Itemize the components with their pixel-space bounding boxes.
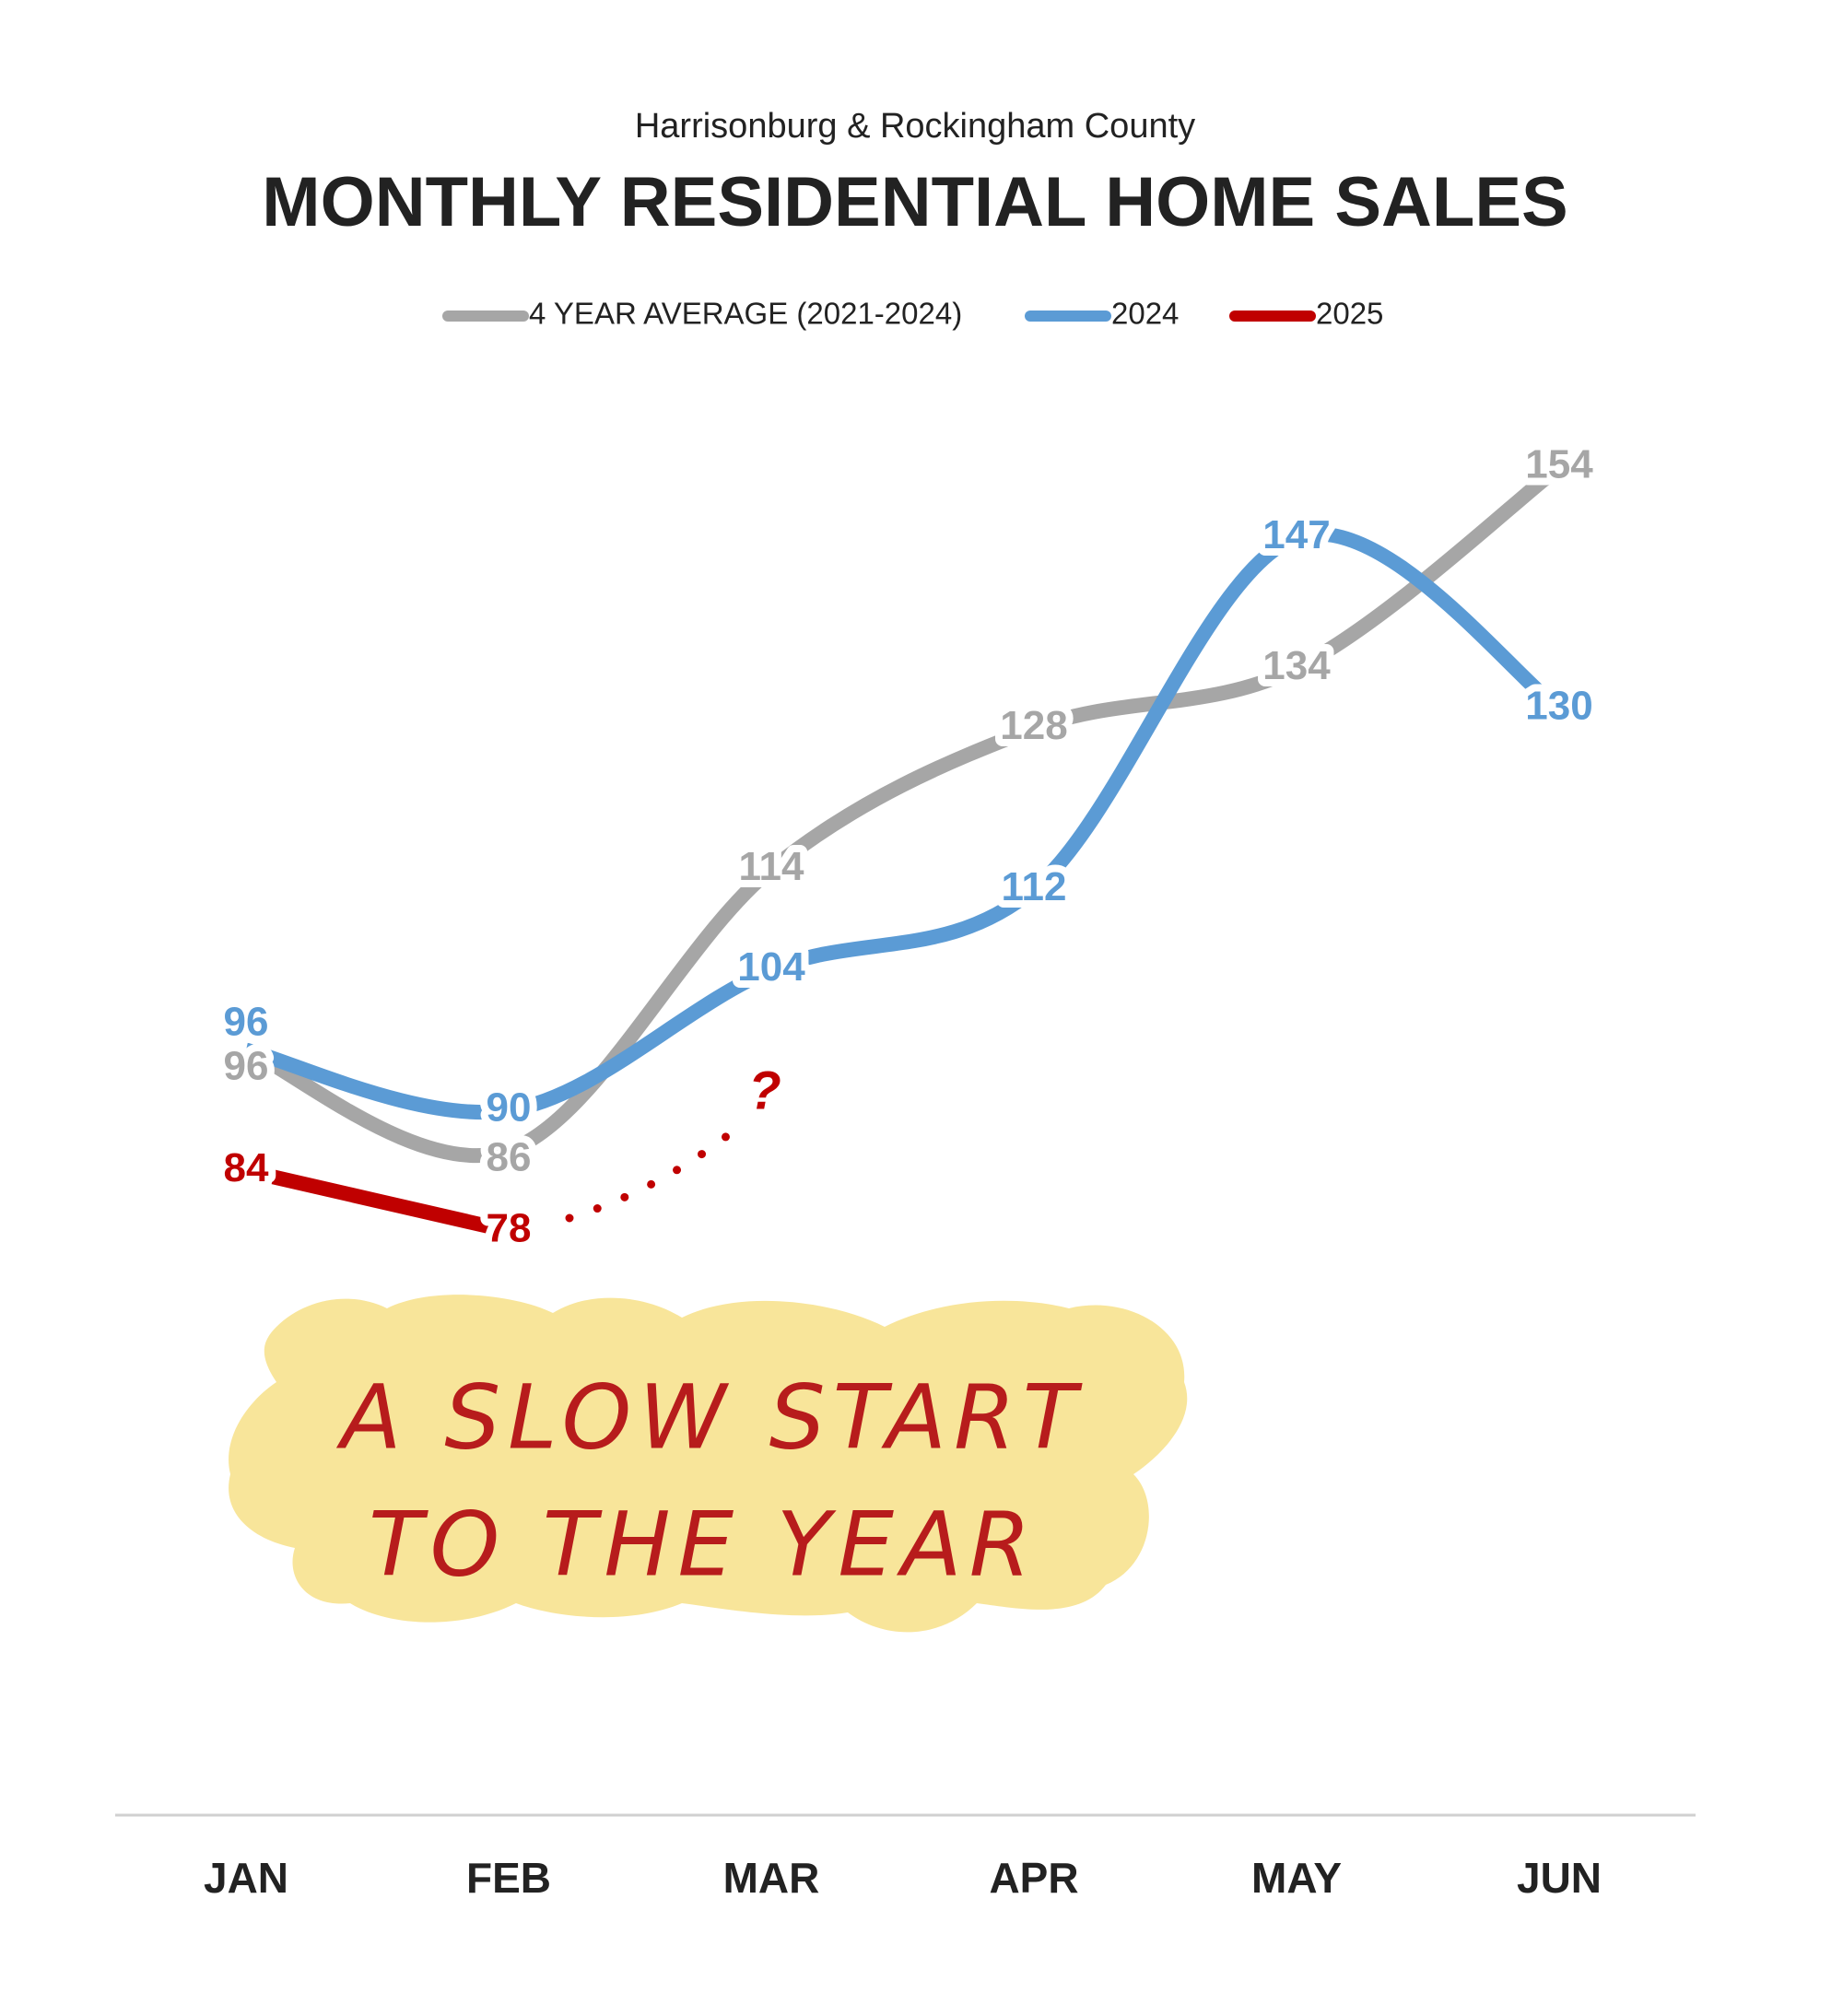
x-tick-label: FEB <box>466 1854 551 1902</box>
x-tick-label: MAY <box>1251 1854 1342 1902</box>
annotation: TO THE YEAR <box>369 1493 1038 1596</box>
legend-label: 2025 <box>1316 297 1383 331</box>
data-label: 128 <box>1000 703 1067 748</box>
x-tick-label: JUN <box>1517 1854 1602 1902</box>
series-line <box>244 526 1564 1120</box>
series-line <box>242 461 1564 1164</box>
series-line <box>244 1163 511 1238</box>
legend-label: 4 YEAR AVERAGE (2021-2024) <box>529 297 962 331</box>
x-tick-label: JAN <box>204 1854 288 1902</box>
chart-subtitle: Harrisonburg & Rockingham County <box>635 107 1195 146</box>
legend-label: 2024 <box>1111 297 1179 331</box>
data-label: 84 <box>224 1145 269 1190</box>
legend: 4 YEAR AVERAGE (2021-2024) 2024 2025 <box>442 297 1383 331</box>
x-tick-label: APR <box>989 1854 1078 1902</box>
data-label: 112 <box>1002 864 1067 909</box>
data-label: 78 <box>487 1206 532 1251</box>
annotation: ? <box>748 1061 781 1120</box>
x-tick-label: MAR <box>723 1854 820 1902</box>
annotation: A SLOW START <box>335 1365 1084 1469</box>
data-label: 96 <box>224 1043 269 1088</box>
data-label: 104 <box>737 944 805 990</box>
data-label: 130 <box>1525 683 1592 728</box>
data-label: 90 <box>487 1085 532 1131</box>
highlight-blob <box>229 1295 1188 1633</box>
data-label: 114 <box>739 844 805 889</box>
data-label: 147 <box>1262 512 1330 557</box>
data-label: 96 <box>224 999 269 1044</box>
data-label: 154 <box>1525 442 1593 487</box>
chart-title: MONTHLY RESIDENTIAL HOME SALES <box>262 163 1567 241</box>
data-label: 134 <box>1262 643 1331 688</box>
data-label: 86 <box>487 1134 532 1179</box>
dotted-trend <box>565 1119 746 1223</box>
